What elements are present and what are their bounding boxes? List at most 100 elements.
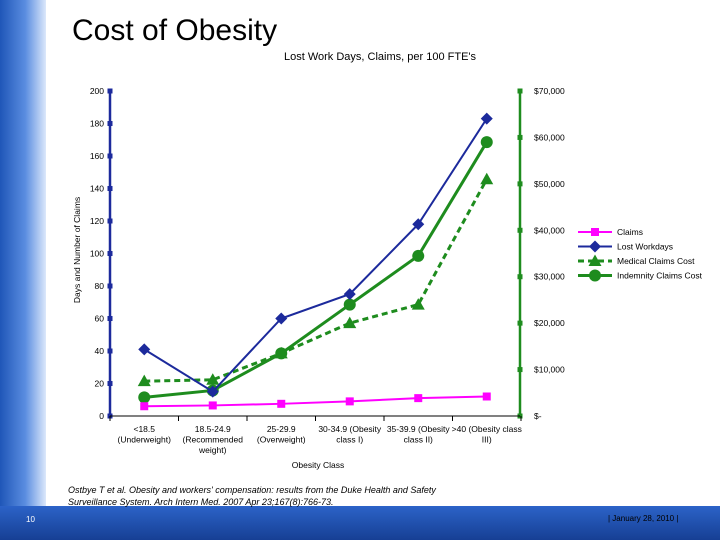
indemnity-claims-cost-point — [138, 391, 151, 404]
right-y-tick-label: $20,000 — [534, 318, 565, 328]
left-y-tick-mark — [107, 381, 113, 386]
left-y-tick-label: 0 — [99, 411, 104, 421]
left-y-tick-label: 60 — [95, 314, 105, 324]
x-category-label: >40 (Obesity class III) — [452, 424, 522, 445]
indemnity-claims-cost-point — [275, 347, 288, 360]
left-y-tick-mark — [107, 153, 113, 159]
y-axis-label: Days and Number of Claims — [72, 197, 82, 303]
claims-point — [414, 394, 423, 403]
right-y-tick-mark — [517, 320, 523, 326]
slide-number: 10 — [26, 515, 35, 524]
left-y-tick-label: 120 — [90, 216, 104, 226]
left-y-tick-label: 100 — [90, 249, 104, 259]
indemnity-claims-cost-point — [343, 298, 356, 311]
legend-claims-marker — [591, 228, 599, 236]
medical-claims-cost-point — [343, 316, 357, 329]
left-y-tick-mark — [107, 251, 113, 256]
citation: Ostbye T et al. Obesity and workers' com… — [68, 484, 488, 508]
left-y-tick-mark — [107, 88, 113, 94]
right-y-tick-label: $40,000 — [534, 225, 565, 235]
footer-date: | January 28, 2010 | — [608, 514, 679, 523]
claims-series — [140, 392, 491, 411]
left-y-tick-mark — [107, 316, 113, 321]
right-y-tick-label: $- — [534, 411, 542, 421]
right-y-tick-label: $60,000 — [534, 132, 565, 142]
x-category-label: 25-29.9 (Overweight) — [257, 424, 306, 445]
medical-claims-cost-point — [480, 172, 494, 185]
x-category-label-line: class I) — [336, 435, 363, 445]
claims-point — [140, 402, 149, 411]
left-y-tick-label: 40 — [95, 346, 105, 356]
legend-medical-claims-cost-label: Medical Claims Cost — [617, 256, 695, 266]
left-y-tick-label: 80 — [95, 281, 105, 291]
lost-workdays-point — [275, 312, 288, 325]
indemnity-claims-cost-point — [412, 249, 425, 262]
right-y-tick-label: $30,000 — [534, 272, 565, 282]
claims-point — [345, 397, 354, 406]
x-category-label: 35-39.9 (Obesity class II) — [387, 424, 451, 445]
lost-workdays-point — [138, 343, 151, 356]
indemnity-claims-cost-series — [138, 136, 493, 404]
medical-claims-cost-point — [411, 298, 425, 310]
right-y-tick-mark — [517, 227, 523, 233]
x-axis-label: Obesity Class — [292, 460, 344, 470]
legend-indemnity-claims-cost-label: Indemnity Claims Cost — [617, 271, 703, 281]
x-category-label: 18.5-24.9 (Recommended weight) — [183, 424, 244, 455]
legend: Claims Lost Workdays Medical Claims Cost In… — [578, 227, 703, 282]
x-category-label-line: 25-29.9 — [267, 424, 296, 434]
x-category-label-line: weight) — [198, 445, 227, 455]
claims-point — [277, 399, 286, 408]
lost-workdays-series — [138, 112, 493, 398]
left-y-tick-label: 20 — [95, 379, 105, 389]
lost-workdays-line — [143, 118, 488, 393]
right-y-tick-mark — [517, 181, 523, 187]
left-y-tick-label: 160 — [90, 151, 104, 161]
indemnity-claims-cost-point — [480, 136, 493, 149]
medical-claims-cost-series — [137, 172, 494, 387]
lost-workdays-point — [412, 218, 425, 231]
claims-point — [482, 392, 491, 401]
left-y-tick-label: 200 — [90, 86, 104, 96]
left-y-tick-label: 180 — [90, 119, 104, 129]
left-y-tick-label: 140 — [90, 184, 104, 194]
chart-title: Lost Work Days, Claims, per 100 FTE's — [284, 51, 477, 63]
lost-workdays-point — [206, 385, 219, 398]
left-y-tick-mark — [107, 121, 113, 126]
x-category-label-line: 30-34.9 (Obesity — [318, 424, 382, 434]
x-category-labels: <18.5 (Underweight) 18.5-24.9 (Recommended w… — [118, 424, 522, 455]
x-category-label-line: (Recommended — [183, 435, 244, 445]
right-y-tick-label: $70,000 — [534, 86, 565, 96]
citation-line-1: Ostbye T et al. Obesity and workers' com… — [68, 485, 436, 495]
claims-line — [144, 395, 487, 408]
left-accent-bar — [0, 0, 46, 540]
x-category-label-line: III) — [482, 435, 492, 445]
right-y-tick-label: $10,000 — [534, 365, 565, 375]
right-y-tick-mark — [517, 88, 523, 94]
legend-lost-workdays-marker — [589, 240, 601, 253]
legend-indemnity-claims-cost-marker — [589, 269, 601, 282]
x-category-label-line: >40 (Obesity class — [452, 424, 522, 434]
left-y-tick-mark — [107, 186, 113, 191]
medical-claims-cost-point — [206, 373, 220, 385]
right-y-tick-label: $50,000 — [534, 179, 565, 189]
x-category-label-line: (Overweight) — [257, 435, 306, 445]
right-y-tick-mark — [517, 134, 523, 140]
x-category-label-line: class II) — [404, 435, 433, 445]
x-category-label-line: (Underweight) — [118, 435, 172, 445]
legend-medical-claims-cost-marker — [588, 254, 602, 266]
right-y-tick-mark — [517, 274, 523, 280]
left-y-tick-mark — [107, 218, 113, 224]
legend-lost-workdays-label: Lost Workdays — [617, 242, 673, 252]
lost-workdays-point — [343, 288, 356, 301]
footer-bar — [0, 506, 720, 540]
series-layer — [137, 112, 494, 411]
medical-claims-cost-line — [144, 178, 489, 383]
legend-claims-label: Claims — [617, 227, 643, 237]
x-category-label: 30-34.9 (Obesity class I) — [318, 424, 382, 445]
x-category-label-line: 18.5-24.9 — [195, 424, 231, 434]
x-category-label: <18.5 (Underweight) — [118, 424, 172, 445]
x-category-label-line: <18.5 — [133, 424, 155, 434]
right-y-tick-mark — [517, 367, 523, 373]
